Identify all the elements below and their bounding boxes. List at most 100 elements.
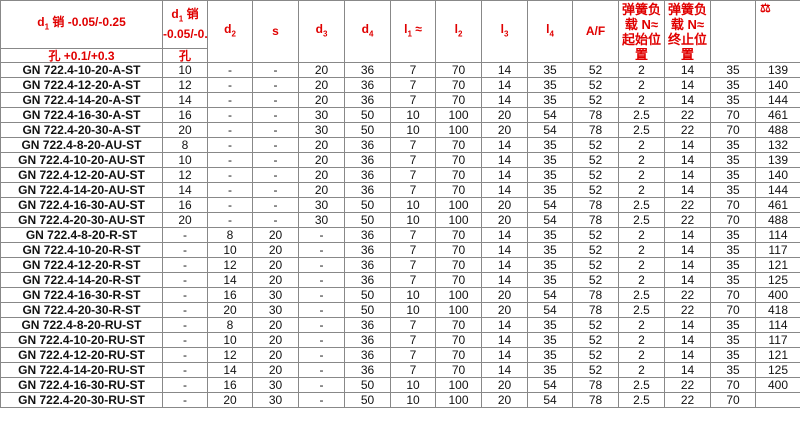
value-cell: - [298,332,345,348]
value-cell: - [162,272,208,288]
header-d3: d3 [298,0,345,63]
value-cell: 36 [344,317,391,333]
value-cell: 52 [572,92,619,108]
value-cell: 70 [435,227,482,243]
value-cell: - [207,122,253,138]
value-cell: 16 [162,197,208,213]
value-cell: 14 [664,152,711,168]
weight-icon: ⚖ [755,0,800,63]
value-cell: 2 [618,152,665,168]
part-number-cell: GN 722.4-10-20-AU-ST [0,152,163,168]
value-cell: 70 [435,257,482,273]
value-cell: - [162,242,208,258]
value-cell: 35 [710,362,756,378]
value-cell: 70 [435,77,482,93]
value-cell: - [162,377,208,393]
value-cell: 20 [481,392,528,408]
value-cell: 50 [344,197,391,213]
value-cell: 7 [390,77,436,93]
value-cell: 14 [481,167,528,183]
value-cell: - [162,287,208,303]
value-cell: 20 [481,107,528,123]
value-cell: 50 [344,107,391,123]
value-cell: 22 [664,197,711,213]
value-cell: 14 [664,257,711,273]
value-cell: 14 [664,332,711,348]
value-cell: 35 [710,272,756,288]
value-cell: - [207,137,253,153]
value-cell: 20 [481,287,528,303]
part-number-cell: GN 722.4-16-30-RU-ST [0,377,163,393]
value-cell: 14 [481,347,528,363]
value-cell: 35 [527,272,573,288]
value-cell: 78 [572,287,619,303]
value-cell: 52 [572,137,619,153]
value-cell: 20 [252,317,299,333]
part-number-cell: GN 722.4-8-20-AU-ST [0,137,163,153]
value-cell: 14 [481,227,528,243]
value-cell: 20 [298,137,345,153]
value-cell: 54 [527,197,573,213]
value-cell: - [298,272,345,288]
value-cell: 20 [207,392,253,408]
header-l4: l4 [527,0,573,63]
value-cell: - [252,137,299,153]
value-cell: 35 [527,242,573,258]
value-cell: 52 [572,62,619,78]
value-cell: 52 [572,317,619,333]
header-d1-pin-short: d1 销 -0.05/-0.25 [162,0,208,49]
part-number-cell: GN 722.4-14-20-AU-ST [0,182,163,198]
table-row: GN 722.4-20-30-A-ST 20- -30 50 10 100 20 54 78 2.… [0,122,800,138]
part-number-cell: GN 722.4-14-20-A-ST [0,92,163,108]
value-cell: 14 [481,362,528,378]
value-cell: 78 [572,377,619,393]
value-cell: 35 [527,347,573,363]
value-cell: 70 [435,362,482,378]
value-cell: 35 [527,257,573,273]
value-cell: 20 [298,77,345,93]
value-cell: 36 [344,227,391,243]
value-cell: 2 [618,182,665,198]
value-cell: 20 [252,362,299,378]
value-cell: 22 [664,212,711,228]
value-cell: 8 [207,227,253,243]
value-cell: 7 [390,362,436,378]
value-cell: 8 [162,137,208,153]
value-cell: 70 [435,317,482,333]
value-cell: 7 [390,152,436,168]
value-cell: 20 [298,167,345,183]
value-cell: - [207,182,253,198]
value-cell: 36 [344,272,391,288]
part-number-cell: GN 722.4-10-20-A-ST [0,62,163,78]
header-spring-start: 弹簧负载 N≈起始位置 [618,0,665,63]
value-cell: 35 [527,317,573,333]
value-cell: 16 [207,377,253,393]
value-cell: 10 [390,212,436,228]
value-cell: 30 [252,392,299,408]
value-cell: 70 [435,167,482,183]
value-cell: 52 [572,152,619,168]
value-cell: 10 [207,242,253,258]
value-cell: 20 [298,152,345,168]
value-cell: - [252,182,299,198]
value-cell: 20 [481,212,528,228]
value-cell: 78 [572,392,619,408]
value-cell: - [207,77,253,93]
part-number-cell: GN 722.4-14-20-R-ST [0,272,163,288]
value-cell: 8 [207,317,253,333]
value-cell: 22 [664,377,711,393]
value-cell: 35 [527,92,573,108]
value-cell: 78 [572,122,619,138]
value-cell: 2 [618,167,665,183]
value-cell: 14 [162,182,208,198]
value-cell: 14 [664,227,711,243]
value-cell: - [162,302,208,318]
header-d1-hole: 孔 +0.1/+0.3 [0,48,163,63]
value-cell: - [162,392,208,408]
value-cell: 7 [390,272,436,288]
value-cell: - [252,167,299,183]
part-number-cell: GN 722.4-12-20-RU-ST [0,347,163,363]
value-cell: 10 [162,152,208,168]
value-cell: 36 [344,92,391,108]
header-d1-pin: d1 销 -0.05/-0.25 [0,0,163,49]
